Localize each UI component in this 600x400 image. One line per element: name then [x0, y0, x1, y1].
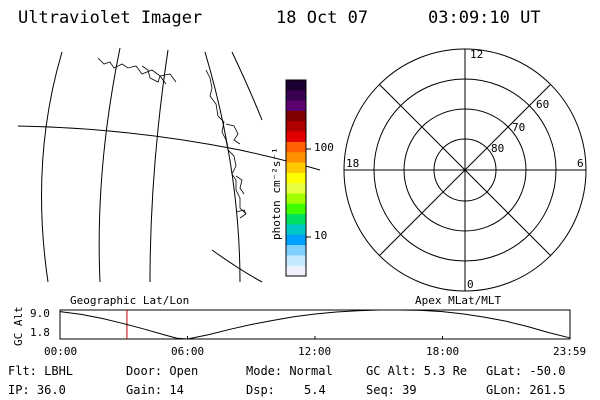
colorbar-cell [286, 80, 306, 91]
polar-diagonal [379, 84, 551, 256]
mlt-label-6: 6 [577, 157, 584, 170]
dsp-value: 5.4 [304, 383, 326, 397]
colorbar-cell [286, 234, 306, 246]
timeline-xtick-label: 18:00 [426, 345, 460, 358]
glon-info: GLon: 261.5 [486, 383, 566, 397]
ip-info: IP: 36.0 [8, 383, 66, 397]
timeline-xtick-label: 12:00 [298, 345, 332, 358]
colorbar-cell [286, 193, 306, 205]
lat-label-60: 60 [536, 98, 550, 111]
dsp-label: Dsp: [246, 383, 275, 397]
colorbar-cell [286, 245, 306, 256]
mlt-label-12: 12 [470, 48, 484, 61]
colorbar-cell [286, 255, 306, 267]
lat-label-70: 70 [512, 121, 526, 134]
seq-info: Seq: 39 [366, 383, 417, 397]
time-label: 03:09:10 UT [428, 8, 541, 28]
colorbar-cell [286, 162, 306, 174]
glat-info: GLat: -50.0 [486, 364, 566, 378]
timeline-xtick-label: 23:59 [553, 345, 587, 358]
colorbar-tick-label-10: 10 [314, 229, 328, 242]
colorbar-cell [286, 214, 306, 225]
longitude-arc [98, 47, 121, 283]
colorbar-cell [286, 90, 306, 102]
colorbar-tick-label-100: 100 [314, 141, 334, 154]
mlt-label-18: 18 [346, 157, 360, 170]
timeline-left-title: Geographic Lat/Lon [70, 294, 190, 307]
mode-info: Mode: Normal [246, 364, 333, 378]
date-label: 18 Oct 07 [276, 8, 369, 28]
longitude-arc [231, 51, 263, 121]
longitude-arc [211, 249, 263, 283]
coastline [97, 57, 247, 219]
filter-info: Flt: LBHL [8, 364, 74, 378]
longitude-arc [41, 51, 63, 283]
timeline-ytick-top: 9.0 [30, 307, 50, 320]
gc-alt-series [59, 309, 570, 340]
colorbar-cell [286, 172, 306, 184]
gain-info: Gain: 14 [126, 383, 184, 397]
colorbar-cell [286, 183, 306, 194]
door-info: Door: Open [126, 364, 199, 378]
longitude-arc [149, 49, 169, 283]
colorbar-cell [286, 110, 306, 122]
colorbar-cell [286, 141, 306, 153]
colorbar-cell [286, 203, 306, 215]
timeline-xtick-label: 06:00 [171, 345, 205, 358]
colorbar-cell [286, 152, 306, 164]
instrument-title: Ultraviolet Imager [18, 8, 203, 28]
timeline-xtick-label: 00:00 [44, 345, 78, 358]
colorbar-cell [286, 121, 306, 133]
colorbar-cell [286, 265, 306, 277]
gc-alt-info: GC Alt: 5.3 Re [366, 364, 468, 378]
longitude-arc [204, 51, 241, 283]
timeline-right-title: Apex MLat/MLT [415, 294, 502, 307]
colorbar-cell [286, 131, 306, 143]
colorbar-cell [286, 100, 306, 112]
timeline-ytick-bottom: 1.8 [30, 326, 50, 339]
lat-label-80: 80 [491, 142, 505, 155]
mlt-label-0: 0 [467, 278, 474, 291]
colorbar-cell [286, 224, 306, 236]
